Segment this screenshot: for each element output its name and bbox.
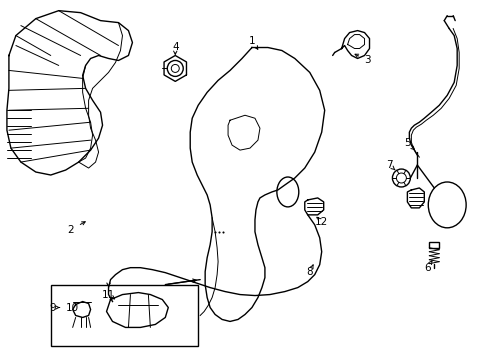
Text: 8: 8 <box>306 267 313 276</box>
Text: 6: 6 <box>424 263 431 273</box>
Text: 10: 10 <box>66 302 79 312</box>
Text: 9: 9 <box>49 302 56 312</box>
Text: 12: 12 <box>315 217 328 227</box>
Text: 1: 1 <box>248 36 255 46</box>
Bar <box>51 285 198 346</box>
Text: 2: 2 <box>67 225 74 235</box>
Text: 7: 7 <box>386 160 393 170</box>
Text: 5: 5 <box>404 138 411 148</box>
Bar <box>429 242 439 248</box>
Text: 11: 11 <box>102 289 115 300</box>
Text: 4: 4 <box>172 41 178 51</box>
Text: 3: 3 <box>364 55 371 66</box>
